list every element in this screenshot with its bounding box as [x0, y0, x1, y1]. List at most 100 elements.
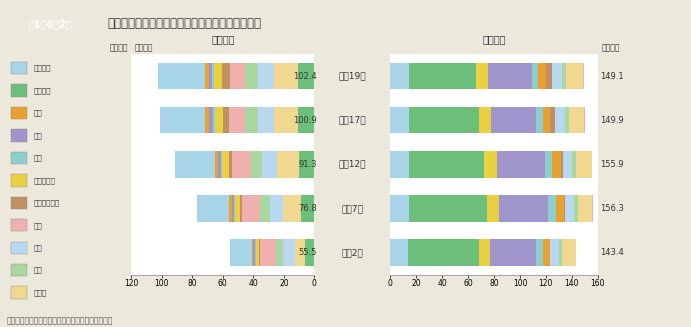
Bar	[545, 151, 552, 178]
Bar	[390, 239, 408, 266]
Bar	[11, 242, 27, 254]
Bar	[205, 107, 209, 133]
Bar	[390, 63, 408, 89]
Text: （備考）　文部科学者「学校基本調査」より作成。: （備考） 文部科学者「学校基本調査」より作成。	[7, 316, 113, 325]
Bar	[476, 63, 489, 89]
Bar	[270, 195, 283, 222]
Bar	[11, 152, 27, 164]
Bar	[209, 107, 213, 133]
Bar	[229, 151, 232, 178]
Text: 143.4: 143.4	[600, 248, 623, 257]
Bar	[223, 151, 229, 178]
Bar	[240, 195, 242, 222]
Text: 55.5: 55.5	[299, 248, 316, 257]
Bar	[497, 151, 545, 178]
Text: 〈男性〉: 〈男性〉	[482, 34, 506, 44]
Bar	[229, 107, 245, 133]
Text: 平成12年: 平成12年	[339, 160, 366, 169]
Text: 149.9: 149.9	[600, 116, 623, 125]
Bar	[572, 151, 576, 178]
Text: 理学: 理学	[33, 110, 42, 116]
Bar	[11, 219, 27, 232]
Bar	[11, 62, 27, 74]
Text: 社会科学: 社会科学	[33, 87, 51, 94]
Bar	[252, 239, 254, 266]
Bar	[562, 63, 566, 89]
Bar	[551, 107, 555, 133]
Bar	[160, 107, 205, 133]
Text: 155.9: 155.9	[600, 160, 623, 169]
Text: その他の保健: その他の保健	[33, 199, 59, 206]
Bar	[11, 197, 27, 209]
Bar	[562, 151, 572, 178]
Bar	[258, 107, 274, 133]
Bar	[205, 63, 209, 89]
Bar	[559, 239, 562, 266]
Bar	[215, 151, 218, 178]
Bar	[11, 264, 27, 276]
Bar	[390, 151, 409, 178]
Bar	[231, 195, 234, 222]
Bar	[390, 107, 408, 133]
Bar	[235, 195, 240, 222]
Bar	[565, 107, 569, 133]
Text: その他: その他	[33, 289, 46, 296]
Bar	[11, 174, 27, 187]
Bar	[215, 107, 223, 133]
Text: 芸術: 芸術	[33, 267, 42, 273]
Bar	[222, 63, 230, 89]
Text: 76.8: 76.8	[298, 204, 316, 213]
Text: （万人）: （万人）	[109, 43, 128, 52]
Bar	[542, 107, 551, 133]
Bar	[576, 151, 591, 178]
Bar	[531, 63, 538, 89]
Bar	[260, 239, 261, 266]
Bar	[255, 239, 256, 266]
Bar	[546, 63, 551, 89]
Bar	[229, 239, 252, 266]
Bar	[491, 107, 536, 133]
Bar	[11, 286, 27, 299]
Bar	[214, 63, 222, 89]
Text: 100.9: 100.9	[293, 116, 316, 125]
Text: 156.3: 156.3	[600, 204, 623, 213]
Text: 平成2年: 平成2年	[341, 248, 363, 257]
Bar	[262, 151, 276, 178]
Bar	[551, 239, 559, 266]
Bar	[11, 84, 27, 97]
Bar	[305, 239, 314, 266]
Text: 平成17年: 平成17年	[339, 116, 366, 125]
Bar	[298, 63, 314, 89]
Bar	[232, 151, 251, 178]
Bar	[212, 63, 214, 89]
Text: 教育: 教育	[33, 244, 42, 251]
Bar	[484, 151, 497, 178]
Bar	[213, 107, 215, 133]
Text: 農学: 農学	[33, 155, 42, 161]
Bar	[221, 151, 223, 178]
Bar	[274, 107, 298, 133]
Bar	[489, 63, 531, 89]
Bar	[234, 195, 235, 222]
Bar	[298, 107, 314, 133]
Bar	[218, 151, 221, 178]
Bar	[487, 195, 499, 222]
Bar	[299, 151, 314, 178]
Text: 人文科学: 人文科学	[33, 65, 51, 71]
Bar	[565, 195, 574, 222]
Bar	[562, 239, 576, 266]
Bar	[258, 63, 274, 89]
Bar	[276, 151, 299, 178]
Bar	[478, 107, 491, 133]
Bar	[408, 63, 476, 89]
Text: （万人）: （万人）	[135, 43, 153, 52]
Bar	[551, 63, 562, 89]
Bar	[197, 195, 229, 222]
Bar	[536, 239, 542, 266]
Text: 91.3: 91.3	[299, 160, 316, 169]
Bar	[276, 239, 283, 266]
Bar	[254, 239, 255, 266]
Bar	[490, 239, 536, 266]
Bar	[409, 151, 484, 178]
Bar	[408, 239, 479, 266]
